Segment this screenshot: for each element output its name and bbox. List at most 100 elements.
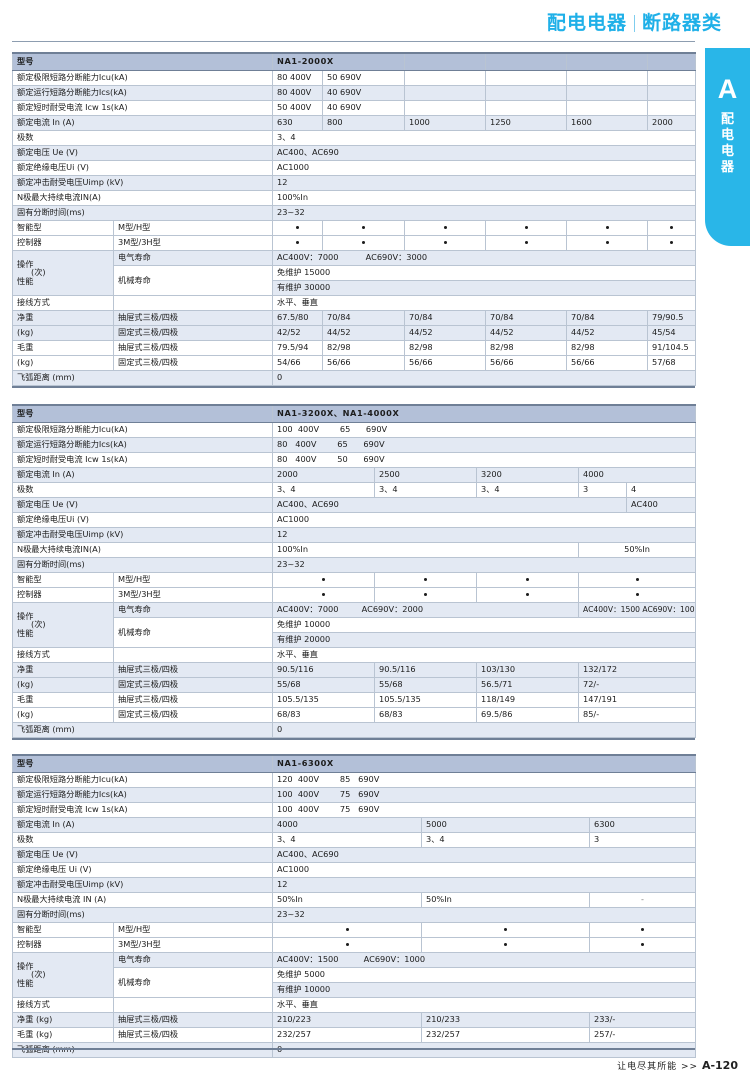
cell-value: 44/52 xyxy=(322,324,406,341)
row-sublabel: 抽屉式三极/四极 xyxy=(112,309,274,326)
row-label: 智能型 xyxy=(12,571,114,588)
cell-value: 80 400V xyxy=(272,84,324,101)
row-label: 额定极限短路分断能力Icu(kA) xyxy=(11,69,274,86)
dot-cell xyxy=(578,571,697,588)
cell-value: - xyxy=(589,891,697,908)
row-sublabel: 3M型/3H型 xyxy=(112,586,274,603)
bullet-dot-icon xyxy=(670,241,674,245)
spec-table-3-wrap: 型号 NA1-6300X 额定极限短路分断能力Icu(kA) 120 400V … xyxy=(11,754,697,1058)
table-row: 接线方式 水平、垂直 xyxy=(12,294,697,311)
cell-value: 3 xyxy=(578,481,628,498)
footer-slogan: 让电尽其所能 xyxy=(617,1062,678,1072)
bullet-dot-icon xyxy=(526,578,530,582)
cell-value: AC400、AC690 xyxy=(272,846,697,863)
dot-cell xyxy=(566,234,649,251)
dot-cell xyxy=(589,936,697,953)
cell-value: 56/66 xyxy=(404,354,487,371)
page-header: 配电电器 断路器类 xyxy=(0,0,750,48)
page-footer: 让电尽其所能 >> A-120 xyxy=(617,1059,738,1072)
row-label: 额定电压 Ue (V) xyxy=(11,496,274,513)
cell-value: 50 400V xyxy=(272,99,324,116)
cell-value: 6300 xyxy=(589,816,697,833)
cell-value: 4 xyxy=(626,481,697,498)
cell-value: 210/223 xyxy=(272,1011,423,1028)
cell-value: 40 690V xyxy=(322,84,406,101)
cell-empty xyxy=(112,996,274,1013)
operation-label-unit: (次) xyxy=(31,267,46,278)
section-tab-a[interactable]: A 配电电器 xyxy=(705,48,750,246)
cell-value: 50 690V xyxy=(322,69,406,86)
cell-value: 100 400V 75 690V xyxy=(272,786,697,803)
cell-value: AC400、AC690 xyxy=(272,496,628,513)
table-row: 额定电流 In (A) 4000 5000 6300 xyxy=(11,816,697,833)
cell-value: 有维护 10000 xyxy=(272,981,697,998)
table-row: 净重 抽屉式三极/四极 67.5/80 70/84 70/84 70/84 70… xyxy=(12,309,697,326)
cell-value: 44/52 xyxy=(566,324,649,341)
table-row: 操作 (次) 性能 电气寿命 AC400V：7000 AC690V：3000 xyxy=(12,249,697,296)
cell-value: 12 xyxy=(272,526,697,543)
row-label: 额定电压 Ue (V) xyxy=(11,846,274,863)
cell-value: AC1000 xyxy=(272,159,697,176)
table-row: 额定冲击耐受电压Uimp (kV) 12 xyxy=(11,526,697,543)
cell-value: 1600 xyxy=(566,114,649,131)
table-row: 额定电流 In (A) 630 800 1000 1250 1600 2000 xyxy=(11,114,697,131)
table-row: (kg) 固定式三极/四极 54/66 56/66 56/66 56/66 56… xyxy=(12,354,697,371)
row-label: 接线方式 xyxy=(12,294,114,311)
row-label: 极数 xyxy=(11,831,274,848)
row-label: 飞弧距离 (mm) xyxy=(11,721,274,738)
table-row: 飞弧距离 (mm) 0 xyxy=(11,369,697,386)
bullet-dot-icon xyxy=(524,226,528,230)
table-row-model: 型号 NA1-2000X xyxy=(11,52,697,71)
bullet-dot-icon xyxy=(641,928,645,932)
model-name: NA1-2000X xyxy=(272,52,406,71)
bullet-dot-icon xyxy=(605,226,609,230)
dot-cell xyxy=(322,234,406,251)
cell-value: 79/90.5 xyxy=(647,309,697,326)
row-label: 型号 xyxy=(11,52,274,71)
cell-value: 91/104.5 xyxy=(647,339,697,356)
table-row: 额定冲击耐受电压Uimp (kV) 12 xyxy=(11,174,697,191)
cell-value: 82/98 xyxy=(404,339,487,356)
spec-table-2-end-rule xyxy=(12,738,695,740)
model-spacer-3 xyxy=(566,52,649,71)
table-row: 飞弧距离 (mm) 0 xyxy=(11,721,697,738)
spec-table-1-wrap: 型号 NA1-2000X 额定极限短路分断能力Icu(kA) 80 400V 5… xyxy=(11,52,697,386)
bullet-dot-icon xyxy=(443,241,447,245)
bullet-dot-icon xyxy=(424,593,428,597)
header-separator xyxy=(633,15,635,32)
table-row: 额定绝缘电压Ui (V) AC1000 xyxy=(11,159,697,176)
row-label: 额定电流 In (A) xyxy=(11,466,274,483)
dot-cell xyxy=(566,219,649,236)
model-spacer-2 xyxy=(485,52,568,71)
row-sublabel: 抽屉式三极/四极 xyxy=(112,1026,274,1043)
bullet-dot-icon xyxy=(424,578,428,582)
bullet-dot-icon xyxy=(504,928,508,932)
row-label: 额定极限短路分断能力Icu(kA) xyxy=(11,421,274,438)
operation-label-unit: (次) xyxy=(31,619,46,630)
cell-value: 23~32 xyxy=(272,556,697,573)
bullet-dot-icon xyxy=(296,241,300,245)
row-label: 净重 (kg) xyxy=(12,1011,114,1028)
dot-cell xyxy=(404,234,487,251)
cell-empty xyxy=(566,69,649,86)
dot-cell xyxy=(485,219,568,236)
row-sublabel: 固定式三极/四极 xyxy=(112,706,274,723)
operation-label-line1: 操作 xyxy=(17,610,34,621)
table-row: 固有分断时间(ms) 23~32 xyxy=(11,204,697,221)
footer-page-number: A-120 xyxy=(701,1059,738,1072)
row-label: 型号 xyxy=(11,404,274,423)
cell-value: 82/98 xyxy=(322,339,406,356)
cell-value: 5000 xyxy=(421,816,591,833)
table-row: 额定电压 Ue (V) AC400、AC690 xyxy=(11,144,697,161)
row-sublabel: 3M型/3H型 xyxy=(112,234,274,251)
cell-value: 45/54 xyxy=(647,324,697,341)
table-row: 控制器 3M型/3H型 xyxy=(12,234,697,251)
row-label: 额定运行短路分断能力Ics(kA) xyxy=(11,436,274,453)
cell-value: 水平、垂直 xyxy=(272,996,697,1013)
row-label: (kg) xyxy=(12,324,114,341)
dot-cell xyxy=(404,219,487,236)
cell-empty xyxy=(404,84,487,101)
cell-value: 0 xyxy=(272,369,697,386)
dot-cell xyxy=(374,571,478,588)
